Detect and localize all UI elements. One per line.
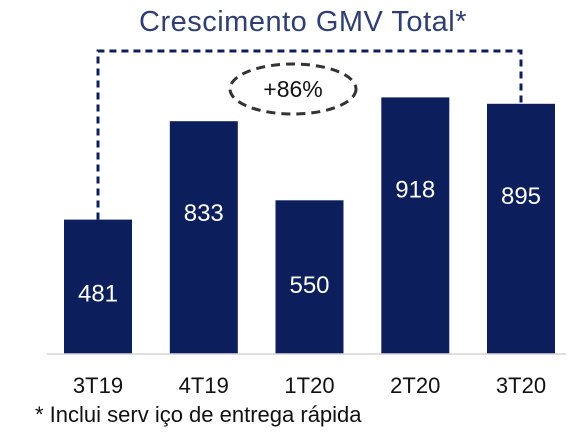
footnote: * Inclui serv iço de entrega rápida — [35, 402, 362, 427]
bar-3T20 — [487, 103, 555, 354]
category-label: 1T20 — [284, 373, 334, 398]
category-label: 3T20 — [496, 373, 546, 398]
category-label: 2T20 — [390, 373, 440, 398]
category-label: 4T19 — [179, 373, 229, 398]
bar-1T20 — [275, 200, 344, 354]
growth-oval — [228, 62, 358, 116]
bar-3T19 — [64, 219, 132, 354]
bar-value-label: 550 — [289, 272, 329, 299]
bar-4T19 — [169, 121, 238, 354]
category-labels-group: 3T19 4T19 1T20 2T20 3T20 — [73, 373, 546, 398]
bar-value-label: 481 — [78, 281, 118, 308]
category-label: 3T19 — [73, 373, 123, 398]
growth-label: +86% — [263, 76, 322, 102]
bars-group — [64, 97, 555, 355]
bar-value-label: 895 — [501, 183, 541, 210]
bar-value-label: 833 — [184, 200, 224, 227]
bar-labels-group: 481 833 550 918 895 — [78, 176, 541, 307]
growth-bracket — [96, 49, 523, 220]
chart-title: Crescimento GMV Total* — [139, 6, 467, 38]
bar-2T20 — [381, 97, 450, 355]
bar-value-label: 918 — [395, 176, 435, 203]
